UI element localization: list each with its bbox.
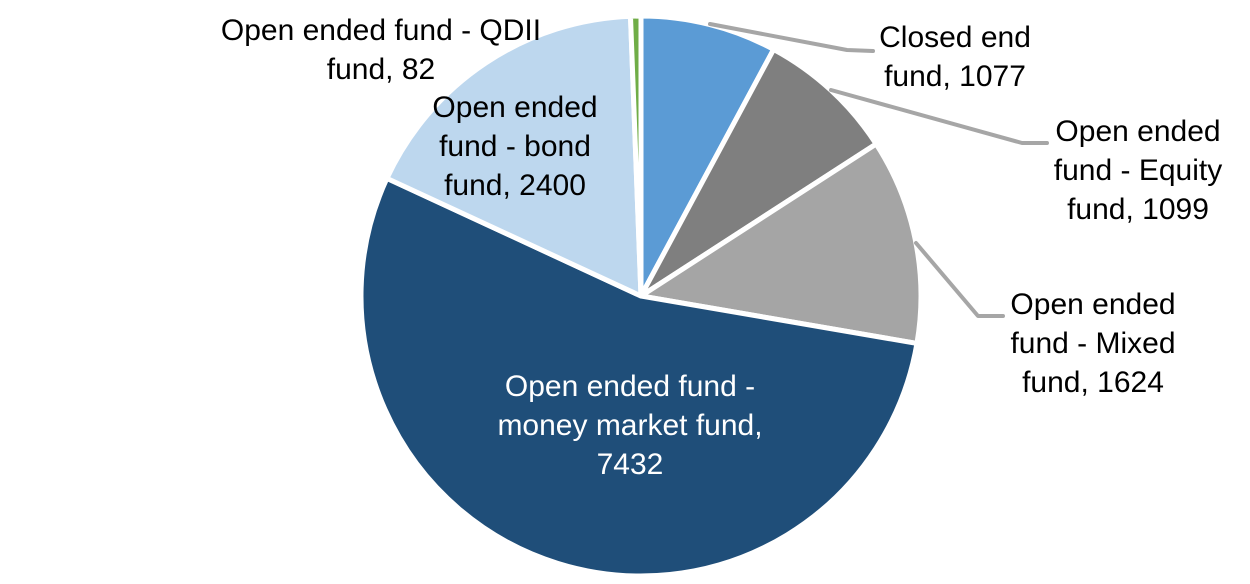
label-line: fund - bond <box>439 130 591 163</box>
leader-lines-group <box>708 22 1049 318</box>
pie-slice-label-open-ended-fund-mixed-fund: Open ended fund - Mixed fund, 1624 <box>983 285 1203 402</box>
pie-slice-open-ended-fund-qdii-fund <box>627 13 644 299</box>
label-line: Closed end <box>879 21 1031 54</box>
label-line: 7432 <box>596 448 664 481</box>
leader-line-open-ended-fund-equity-fund <box>829 88 1049 145</box>
label-line: fund, 1099 <box>1067 193 1209 226</box>
leader-line-closed-end-fund <box>708 22 875 53</box>
label-line: Open ended fund - QDII <box>220 14 542 47</box>
label-line: Open ended <box>1055 115 1221 148</box>
pie-slice-label-open-ended-fund-qdii-fund: Open ended fund - QDII fund, 82 <box>181 11 581 89</box>
label-line: Open ended <box>432 91 598 124</box>
label-line: Open ended <box>1010 288 1176 321</box>
pie-slice-label-open-ended-fund-bond-fund: Open ended fund - bond fund, 2400 <box>405 88 625 205</box>
pie-slice-label-open-ended-fund-money-market-fund: Open ended fund - money market fund, 743… <box>430 367 830 484</box>
label-line: Open ended fund - <box>504 370 756 403</box>
pie-slices-group <box>358 13 924 579</box>
label-line: fund - Mixed <box>1010 327 1176 360</box>
pie-slice-label-open-ended-fund-equity-fund: Open ended fund - Equity fund, 1099 <box>1028 112 1248 229</box>
label-line: money market fund, <box>497 409 763 442</box>
label-line: fund, 1077 <box>884 60 1026 93</box>
label-line: fund - Equity <box>1053 154 1223 187</box>
label-line: fund, 1624 <box>1022 366 1164 399</box>
leader-line-open-ended-fund-mixed-fund <box>914 241 1005 318</box>
pie-slice-open-ended-fund-mixed-fund <box>638 141 924 346</box>
pie-slice-open-ended-fund-money-market-fund <box>358 175 920 579</box>
pie-slice-open-ended-fund-bond-fund <box>384 13 644 299</box>
label-line: fund, 82 <box>326 53 436 86</box>
pie-slice-label-closed-end-fund: Closed end fund, 1077 <box>845 18 1065 96</box>
label-line: fund, 2400 <box>444 169 586 202</box>
